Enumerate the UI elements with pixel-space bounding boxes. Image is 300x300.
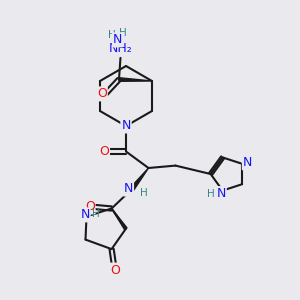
- Text: H: H: [140, 188, 147, 198]
- Polygon shape: [119, 78, 152, 81]
- Text: O: O: [97, 87, 107, 101]
- Text: N: N: [124, 182, 133, 196]
- Text: N: N: [243, 156, 252, 170]
- Text: H: H: [108, 29, 116, 40]
- Polygon shape: [112, 208, 127, 230]
- Text: H: H: [119, 28, 127, 38]
- Text: N: N: [121, 119, 131, 133]
- Text: H: H: [92, 209, 99, 219]
- Text: NH₂: NH₂: [109, 42, 132, 55]
- Text: O: O: [85, 200, 94, 214]
- Text: H: H: [207, 189, 215, 199]
- Text: N: N: [113, 33, 122, 46]
- Text: O: O: [111, 264, 120, 277]
- Text: O: O: [99, 145, 109, 158]
- Text: N: N: [216, 187, 226, 200]
- Text: N: N: [80, 208, 90, 221]
- Polygon shape: [130, 168, 148, 190]
